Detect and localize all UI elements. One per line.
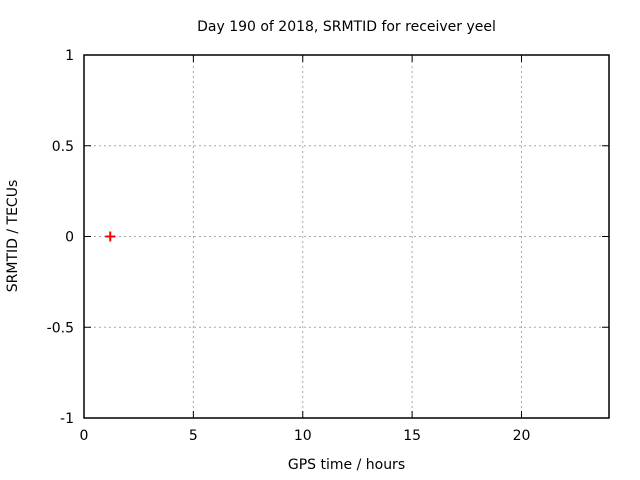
chart-title: Day 190 of 2018, SRMTID for receiver yee… — [197, 19, 496, 35]
x-tick-label: 0 — [80, 428, 89, 444]
y-tick-label: 0 — [65, 230, 74, 246]
plot-border — [83, 54, 610, 419]
x-tick-label: 15 — [403, 428, 421, 444]
y-tick-label: -1 — [60, 411, 74, 427]
x-tick-label: 20 — [513, 428, 531, 444]
x-axis-label: GPS time / hours — [287, 457, 406, 473]
x-tick-label: 10 — [294, 428, 312, 444]
y-tick-label: 0.5 — [52, 139, 74, 155]
y-tick-label: 1 — [65, 48, 74, 64]
y-tick-label: -0.5 — [47, 320, 74, 336]
x-tick-label: 5 — [189, 428, 198, 444]
